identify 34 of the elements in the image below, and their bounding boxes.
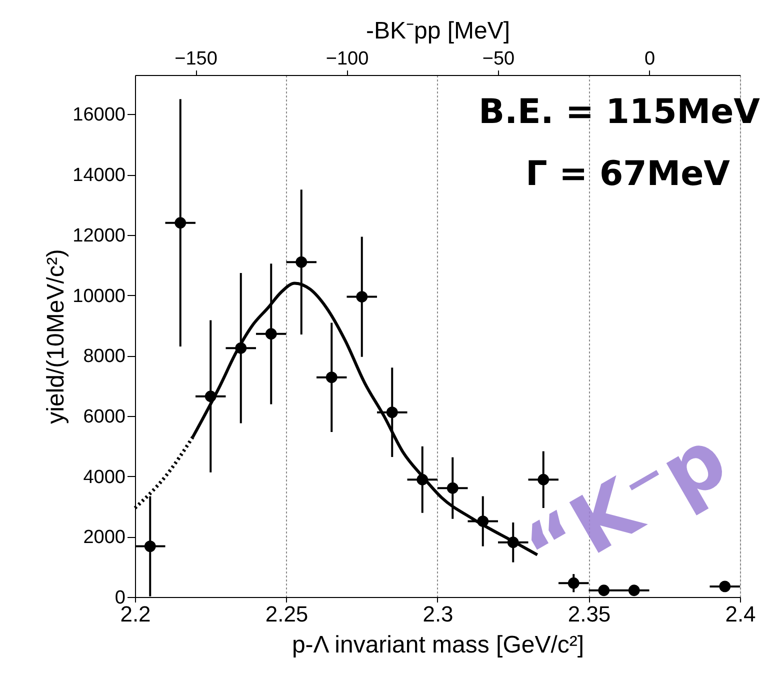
y-tick-label: 12000: [72, 225, 126, 246]
y-tick-label: 10000: [72, 286, 126, 307]
point: [719, 580, 731, 592]
annotation: Γ = 67MeV: [526, 154, 731, 194]
point: [386, 406, 398, 418]
point: [628, 584, 640, 596]
x-axis-title: p-Λ invariant mass [GeV/c²]: [292, 632, 584, 658]
x2-tick-label: 0: [644, 48, 656, 70]
x2-tick-label: −150: [174, 48, 218, 70]
x-tick-label: 2.25: [265, 602, 308, 626]
point: [356, 291, 368, 302]
y-tick-label: 8000: [83, 346, 126, 368]
x-tick-label: 2.3: [422, 602, 454, 626]
y-tick-label: 6000: [83, 406, 126, 428]
x2-tick-label: −100: [326, 48, 369, 70]
y-tick-label: 4000: [83, 466, 126, 488]
point: [446, 482, 458, 494]
x2-tick-label: −50: [482, 48, 515, 70]
point: [326, 372, 338, 384]
x2-axis-title: -BK⁻pp [MeV]: [366, 18, 510, 44]
y-axis-title: yield/(10MeV/c²): [42, 249, 70, 424]
point: [144, 540, 156, 552]
y-tick-label: 2000: [83, 527, 126, 548]
point: [296, 256, 308, 268]
point: [568, 577, 580, 589]
y-tick-label: 14000: [72, 165, 126, 186]
y-tick-label: 16000: [72, 104, 126, 126]
annotation: B.E. = 115MeV: [478, 92, 761, 132]
annotation: “K⁻p: [510, 412, 742, 600]
point: [265, 328, 277, 340]
point: [174, 217, 186, 229]
x-tick-label: 2.4: [725, 602, 756, 626]
point: [598, 584, 610, 596]
x-tick-label: 2.35: [568, 602, 611, 626]
